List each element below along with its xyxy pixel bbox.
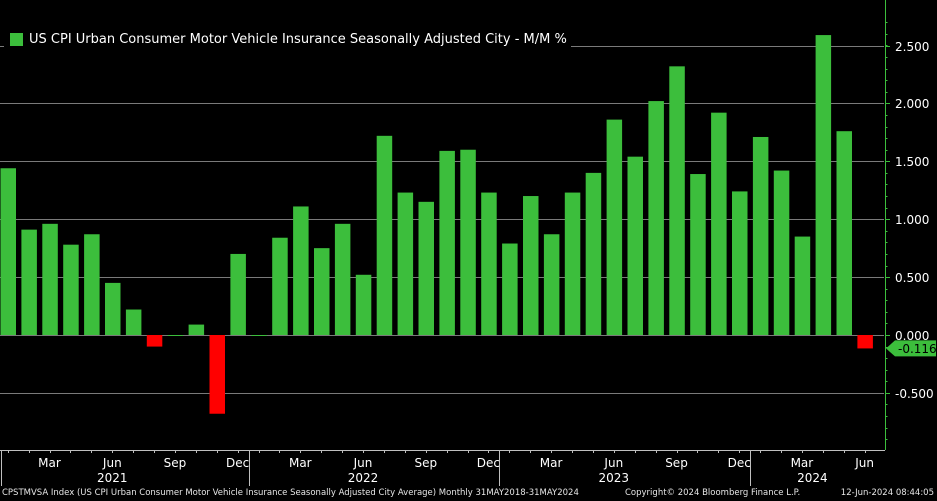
bar (773, 170, 790, 335)
bar-series (0, 35, 873, 414)
x-tick-label: Mar (540, 456, 563, 470)
footer: CPSTMVSA Index (US CPI Urban Consumer Mo… (0, 486, 937, 501)
year-label: 2024 (797, 471, 828, 485)
bar (543, 234, 560, 335)
last-value-label: -0.116 (898, 342, 937, 356)
x-tick-label: Jun (353, 456, 373, 470)
x-tick-label: Sep (414, 456, 437, 470)
bar (418, 201, 434, 335)
last-value-marker: -0.116 (886, 340, 937, 357)
x-tick-label: Mar (791, 456, 814, 470)
y-tick-label: -0.500 (895, 387, 934, 401)
bar (146, 335, 163, 347)
x-tick-label: Jun (102, 456, 122, 470)
bar (627, 156, 643, 335)
bar (230, 253, 246, 335)
bar (585, 172, 602, 335)
bar (167, 335, 184, 336)
bar (209, 335, 225, 414)
bar (251, 335, 267, 336)
bar (397, 192, 414, 335)
bar (84, 234, 100, 335)
bar (836, 131, 852, 335)
bar (857, 335, 873, 349)
bar (606, 119, 623, 335)
bar (334, 223, 351, 335)
bar (376, 135, 393, 335)
x-tick-label: Dec (477, 456, 500, 470)
x-tick-label: Sep (164, 456, 187, 470)
year-label: 2023 (599, 471, 630, 485)
y-tick-label: 2.500 (895, 40, 929, 54)
y-tick-label: 1.000 (895, 213, 929, 227)
bar (105, 282, 121, 335)
bar (669, 66, 685, 335)
bar (752, 136, 769, 335)
footer-timestamp: 12-Jun-2024 08:44:05 (840, 488, 934, 498)
x-tick-label: Sep (665, 456, 688, 470)
bar (564, 192, 581, 335)
bar (690, 174, 706, 335)
bar (815, 35, 832, 335)
footer-copyright: Copyright© 2024 Bloomberg Finance L.P. (625, 488, 801, 498)
legend-label: US CPI Urban Consumer Motor Vehicle Insu… (29, 31, 567, 47)
y-tick-label: 0.000 (895, 329, 929, 343)
y-tick-label: 1.500 (895, 155, 929, 169)
legend-swatch (10, 32, 23, 46)
bar (794, 236, 811, 335)
bar (188, 324, 205, 335)
bar (125, 309, 142, 335)
x-tick-label: Dec (226, 456, 249, 470)
x-tick-label: Jun (603, 456, 623, 470)
footer-source: CPSTMVSA Index (US CPI Urban Consumer Mo… (2, 488, 579, 498)
bar (272, 237, 288, 335)
x-tick-label: Dec (728, 456, 751, 470)
bar (732, 191, 748, 335)
bar (63, 244, 79, 335)
year-label: 2022 (348, 471, 379, 485)
x-tick-label: Mar (38, 456, 61, 470)
bar (42, 223, 58, 335)
bar (523, 196, 539, 335)
bar (502, 243, 518, 335)
bar (711, 112, 727, 335)
y-tick-label: 0.500 (895, 271, 929, 285)
last-value-badge (886, 340, 936, 357)
x-tick-label: Mar (289, 456, 312, 470)
bar (648, 101, 664, 335)
y-tick-label: 2.000 (895, 97, 929, 111)
year-label: 2021 (97, 471, 128, 485)
bar (314, 248, 330, 335)
bar (21, 229, 37, 335)
bar (481, 192, 497, 335)
bar (460, 149, 476, 335)
bar (293, 206, 309, 335)
axes: -0.500 0.000 0.500 1.000 1.500 2.000 2.500 Mar J… (0, 0, 937, 486)
bar (355, 274, 372, 335)
bar (439, 150, 455, 335)
legend: US CPI Urban Consumer Motor Vehicle Insu… (4, 28, 571, 50)
x-tick-label: Jun (854, 456, 874, 470)
bar (0, 168, 16, 335)
